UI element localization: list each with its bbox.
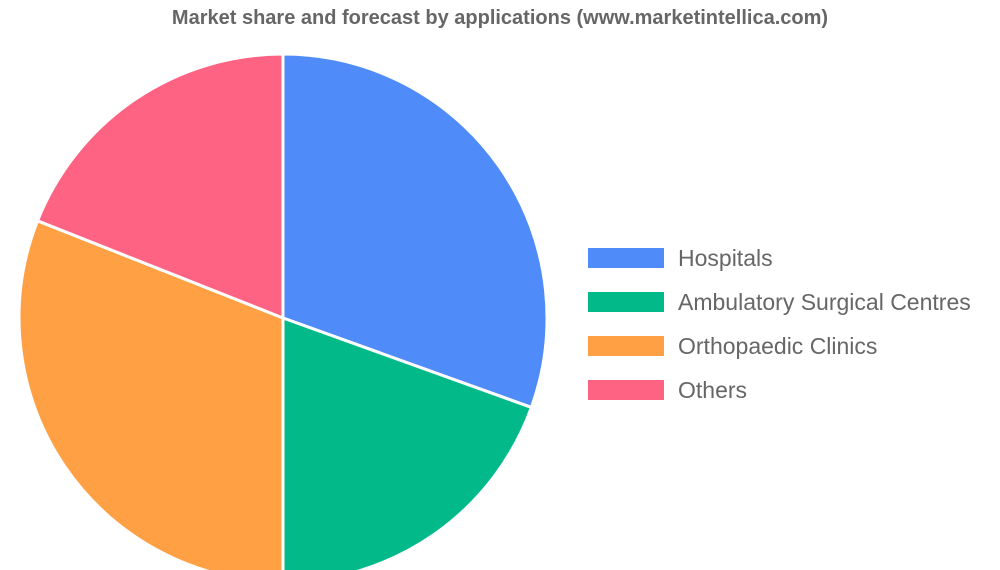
legend-item-orthopaedic-clinics: Orthopaedic Clinics (588, 324, 971, 368)
pie-slice-hospitals (281, 52, 549, 409)
chart-title: Market share and forecast by application… (171, 7, 829, 29)
legend: Hospitals Ambulatory Surgical Centres Orth… (588, 236, 971, 412)
legend-swatch (588, 248, 664, 268)
legend-label: Hospitals (678, 244, 773, 271)
pie-slice-ambulatory-surgical-centres (281, 316, 533, 570)
legend-item-others: Others (588, 368, 971, 412)
legend-swatch (588, 292, 664, 312)
legend-label: Orthopaedic Clinics (678, 332, 878, 359)
pie-slice-orthopaedic-clinics (17, 219, 285, 570)
legend-label: Ambulatory Surgical Centres (678, 288, 971, 315)
legend-label: Others (678, 376, 748, 403)
legend-swatch (588, 380, 664, 400)
legend-item-hospitals: Hospitals (588, 236, 971, 280)
legend-swatch (588, 336, 664, 356)
legend-item-ambulatory-surgical-centres: Ambulatory Surgical Centres (588, 280, 971, 324)
pie-slice-others (36, 52, 285, 320)
